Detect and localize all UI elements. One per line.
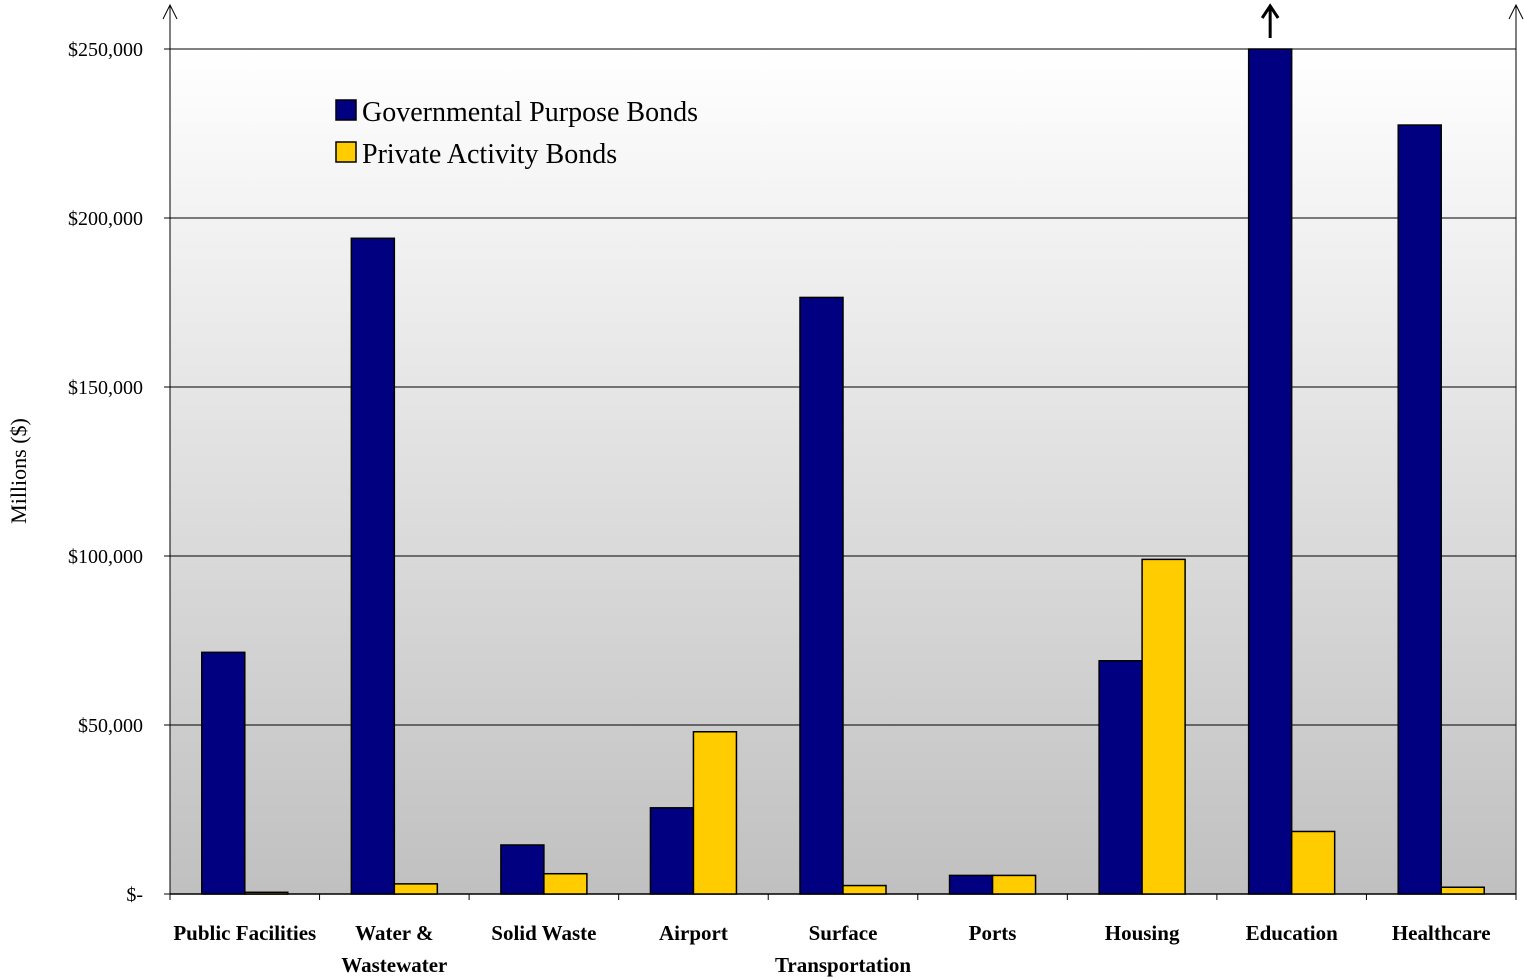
bar-governmental-7 [1247, 48, 1293, 895]
x-category-label: Airport [659, 921, 728, 945]
x-category-label: Transportation [775, 953, 911, 977]
bars [201, 48, 1485, 895]
x-category-label: Housing [1105, 921, 1180, 945]
x-category-label: Public Facilities [173, 921, 316, 945]
bar-private-8 [1440, 886, 1485, 895]
y-tick-label: $- [126, 884, 143, 906]
legend-label: Governmental Purpose Bonds [362, 97, 698, 128]
y-tick-label: $150,000 [68, 377, 143, 399]
legend-swatch [335, 99, 357, 121]
x-category-label: Ports [969, 921, 1017, 945]
bar-governmental-6 [1098, 660, 1143, 895]
legend: Governmental Purpose Bonds Private Activi… [335, 97, 698, 170]
truncation-arrow-head [1260, 3, 1280, 19]
bar-governmental-2 [500, 844, 545, 895]
y-tick-label: $250,000 [68, 39, 143, 61]
bar-private-1 [393, 883, 439, 895]
legend-swatch [335, 141, 357, 163]
bar-private-2 [543, 872, 588, 895]
bar-governmental-0 [201, 651, 246, 895]
x-category-label: Surface [809, 921, 878, 945]
legend-label: Private Activity Bonds [362, 139, 617, 170]
x-category-label: Wastewater [341, 953, 447, 977]
bar-private-5 [991, 874, 1037, 895]
bar-governmental-3 [649, 807, 695, 895]
bar-governmental-5 [948, 874, 994, 895]
y-tick-labels: $- $50,000 $100,000 $150,000 $200,000 $250,00… [68, 39, 170, 906]
bar-private-4 [842, 884, 887, 895]
bar-private-0 [244, 891, 289, 895]
bar-governmental-1 [350, 237, 396, 895]
y-axis-label: Millions ($) [6, 418, 31, 524]
y-tick-label: $50,000 [78, 715, 143, 737]
y-tick-label: $200,000 [68, 208, 143, 230]
x-category-label: Education [1246, 921, 1339, 945]
bar-governmental-8 [1397, 124, 1442, 895]
y-tick-label: $100,000 [68, 546, 143, 568]
x-category-label: Healthcare [1392, 921, 1491, 945]
truncation-marker [1260, 3, 1280, 38]
right-axis-arrow [1508, 3, 1524, 20]
x-category-labels: Public Facilities Water & Wastewater Solid … [173, 921, 1490, 977]
bar-private-7 [1290, 830, 1336, 895]
bar-private-3 [692, 731, 738, 895]
x-category-label: Water & [355, 921, 433, 945]
y-axis-arrow [162, 3, 178, 20]
bar-governmental-4 [799, 296, 844, 895]
x-category-label: Solid Waste [491, 921, 596, 945]
bar-private-6 [1141, 558, 1186, 895]
